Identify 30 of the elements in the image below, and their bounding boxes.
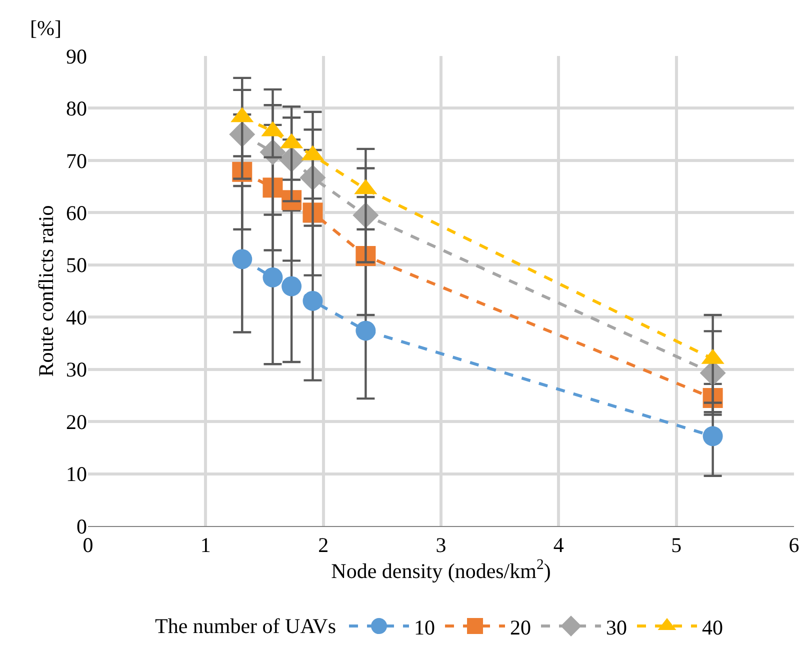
point — [702, 426, 723, 446]
point — [282, 276, 302, 296]
legend-label: 30 — [606, 615, 628, 640]
y-tick-label: 30 — [66, 358, 87, 382]
x-tick-label: 1 — [200, 533, 211, 558]
legend-title: The number of UAVs — [155, 614, 336, 638]
y-tick-label: 10 — [66, 462, 87, 486]
y-tick-label: 70 — [66, 148, 87, 173]
x-tick-label: 2 — [318, 533, 329, 558]
y-tick-label: 60 — [66, 201, 87, 226]
point — [302, 290, 323, 311]
text: [%] — [30, 16, 62, 40]
x-tick-label: 6 — [788, 533, 800, 558]
y-tick-label: 90 — [66, 44, 87, 68]
x-tick-label: 4 — [553, 533, 564, 558]
y-tick-label: 80 — [66, 96, 87, 121]
y-tick-label: 20 — [66, 410, 87, 434]
x-tick-label: 3 — [436, 533, 446, 558]
x-axis-title: Node density (nodes/km$^{2}$) — [331, 557, 551, 584]
legend-label: 10 — [414, 615, 436, 640]
point — [356, 320, 376, 341]
point — [232, 249, 252, 270]
y-tick-label: 0 — [76, 514, 87, 538]
legend-label: 40 — [702, 615, 724, 640]
y-tick-label: 40 — [66, 305, 87, 330]
y-axis-title: Route conflicts ratio — [34, 205, 58, 377]
point — [262, 267, 283, 288]
legend-label: 20 — [510, 615, 532, 640]
y-tick-label: 50 — [66, 253, 87, 278]
x-tick-label: 5 — [671, 533, 682, 558]
